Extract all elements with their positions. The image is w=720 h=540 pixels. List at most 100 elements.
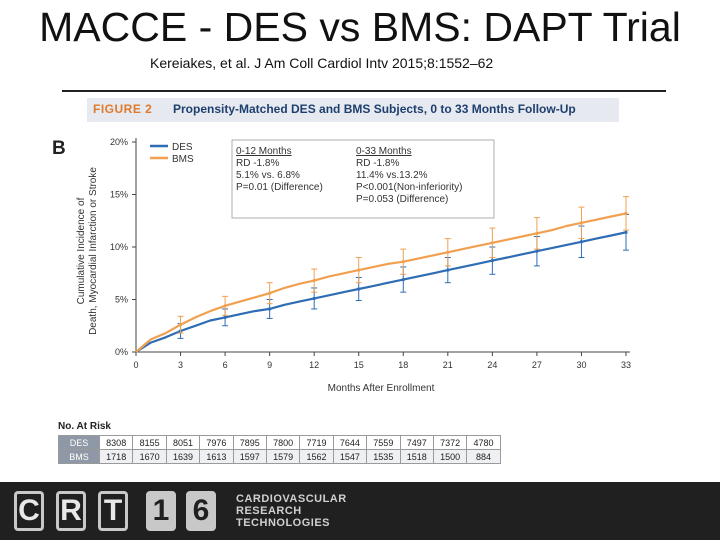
y-tick-label: 15%	[110, 190, 128, 200]
logo-letter: C	[14, 491, 44, 531]
x-tick-label: 3	[178, 360, 183, 370]
slide-title: MACCE - DES vs BMS: DAPT Trial	[39, 4, 681, 50]
figure-header: FIGURE 2 Propensity-Matched DES and BMS …	[87, 98, 619, 122]
y-tick-label: 0%	[115, 347, 128, 357]
legend-label: BMS	[172, 154, 194, 165]
data-point	[401, 277, 405, 282]
risk-cell: 1518	[399, 449, 434, 464]
series-line-bms	[135, 212, 627, 353]
data-point	[223, 315, 227, 319]
risk-row-bms: BMS 1718 1670 1639 1613 1597 1579 1562 1…	[58, 449, 501, 464]
figure-title: Propensity-Matched DES and BMS Subjects,…	[173, 102, 576, 116]
risk-cell: 7976	[199, 435, 234, 450]
org-line: TECHNOLOGIES	[236, 517, 331, 529]
footer-bar: C R T 1 6 CARDIOVASCULAR RESEARCH TECHNO…	[0, 482, 720, 540]
stats-line: P<0.001(Non-inferiority)	[356, 182, 462, 193]
stats-line: P=0.01 (Difference)	[236, 182, 323, 193]
risk-row-des: DES 8308 8155 8051 7976 7895 7800 7719 7…	[58, 435, 501, 450]
logo-number: 6	[186, 491, 216, 531]
statistics-box-border	[231, 139, 495, 219]
kaplan-meier-chart: 0% 5% 10% 15% 20% 0 3 6 9 12 15 18 21 24 27 30 33 Months …	[110, 137, 631, 394]
risk-cell: 8051	[165, 435, 201, 450]
stats-heading: 0-12 Months	[236, 146, 292, 157]
risk-cell: 884	[466, 449, 501, 464]
data-point	[312, 296, 316, 301]
x-tick-label: 21	[443, 360, 453, 370]
risk-cell: 7895	[232, 435, 267, 450]
legend-label: DES	[172, 142, 193, 153]
chart-axes: 0% 5% 10% 15% 20% 0 3 6 9 12 15 18 21 24 27 30 33 Months …	[110, 137, 631, 394]
y-tick-label: 5%	[115, 295, 128, 305]
risk-cell: 7800	[265, 435, 301, 450]
data-point	[357, 268, 361, 272]
figure-label: FIGURE 2	[93, 102, 153, 116]
stats-heading: 0-33 Months	[356, 146, 412, 157]
data-point	[312, 279, 316, 283]
stats-line: 11.4% vs.13.2%	[356, 170, 428, 181]
risk-cell: 8155	[132, 435, 167, 450]
x-tick-label: 27	[532, 360, 542, 370]
data-point	[446, 268, 450, 272]
x-tick-label: 24	[487, 360, 497, 370]
x-tick-label: 12	[309, 360, 319, 370]
risk-table-title: No. At Risk	[58, 421, 111, 432]
stats-line: RD -1.8%	[236, 158, 279, 169]
data-point	[624, 230, 628, 234]
y-tick-label: 20%	[110, 137, 128, 147]
risk-cell: 7559	[366, 435, 401, 450]
risk-cell: 7497	[399, 435, 434, 450]
data-point	[535, 231, 539, 235]
citation: Kereiakes, et al. J Am Coll Cardiol Intv…	[150, 55, 494, 71]
risk-cell: 1535	[366, 449, 401, 464]
data-point	[579, 240, 584, 244]
risk-cell: 1500	[432, 449, 468, 464]
panel-label: B	[52, 138, 66, 159]
logo-letter: R	[56, 491, 86, 531]
data-point	[401, 260, 405, 264]
data-point	[357, 287, 361, 291]
risk-row-label: BMS	[58, 449, 100, 464]
risk-table: DES 8308 8155 8051 7976 7895 7800 7719 7…	[58, 435, 501, 464]
y-tick-label: 10%	[110, 242, 128, 252]
stats-line: P=0.053 (Difference)	[356, 194, 448, 205]
x-tick-label: 33	[621, 360, 631, 370]
data-point	[446, 250, 450, 254]
risk-cell: 1718	[98, 449, 134, 464]
risk-cell: 1562	[299, 449, 334, 464]
data-point	[579, 221, 584, 225]
risk-row-label: DES	[58, 435, 100, 450]
risk-cell: 7644	[332, 435, 368, 450]
stats-line: 5.1% vs. 6.8%	[236, 170, 300, 181]
risk-cell: 7372	[432, 435, 468, 450]
stats-line: RD -1.8%	[356, 158, 399, 169]
data-point	[624, 211, 628, 215]
risk-cell: 1613	[199, 449, 234, 464]
x-tick-label: 18	[398, 360, 408, 370]
data-point	[268, 307, 272, 311]
risk-cell: 1639	[165, 449, 201, 464]
series-line-des	[135, 231, 627, 353]
series-layer	[135, 196, 629, 353]
risk-cell: 1547	[332, 449, 368, 464]
x-axis-label: Months After Enrollment	[328, 383, 435, 394]
data-point	[178, 323, 183, 327]
x-tick-label: 9	[267, 360, 272, 370]
risk-cell: 8308	[98, 435, 134, 450]
data-point	[490, 259, 494, 263]
risk-cell: 7719	[299, 435, 334, 450]
x-tick-label: 0	[133, 360, 138, 370]
organization-name: CARDIOVASCULAR RESEARCH TECHNOLOGIES	[236, 493, 347, 529]
x-tick-label: 15	[354, 360, 364, 370]
risk-cell: 1597	[232, 449, 267, 464]
data-point	[268, 291, 272, 295]
risk-cell: 4780	[466, 435, 501, 450]
risk-cell: 1579	[265, 449, 301, 464]
title-divider	[62, 90, 666, 92]
org-line: RESEARCH	[236, 505, 302, 517]
data-point	[490, 241, 494, 245]
org-line: CARDIOVASCULAR	[236, 493, 347, 505]
x-tick-label: 30	[576, 360, 586, 370]
logo-letter: T	[98, 491, 128, 531]
